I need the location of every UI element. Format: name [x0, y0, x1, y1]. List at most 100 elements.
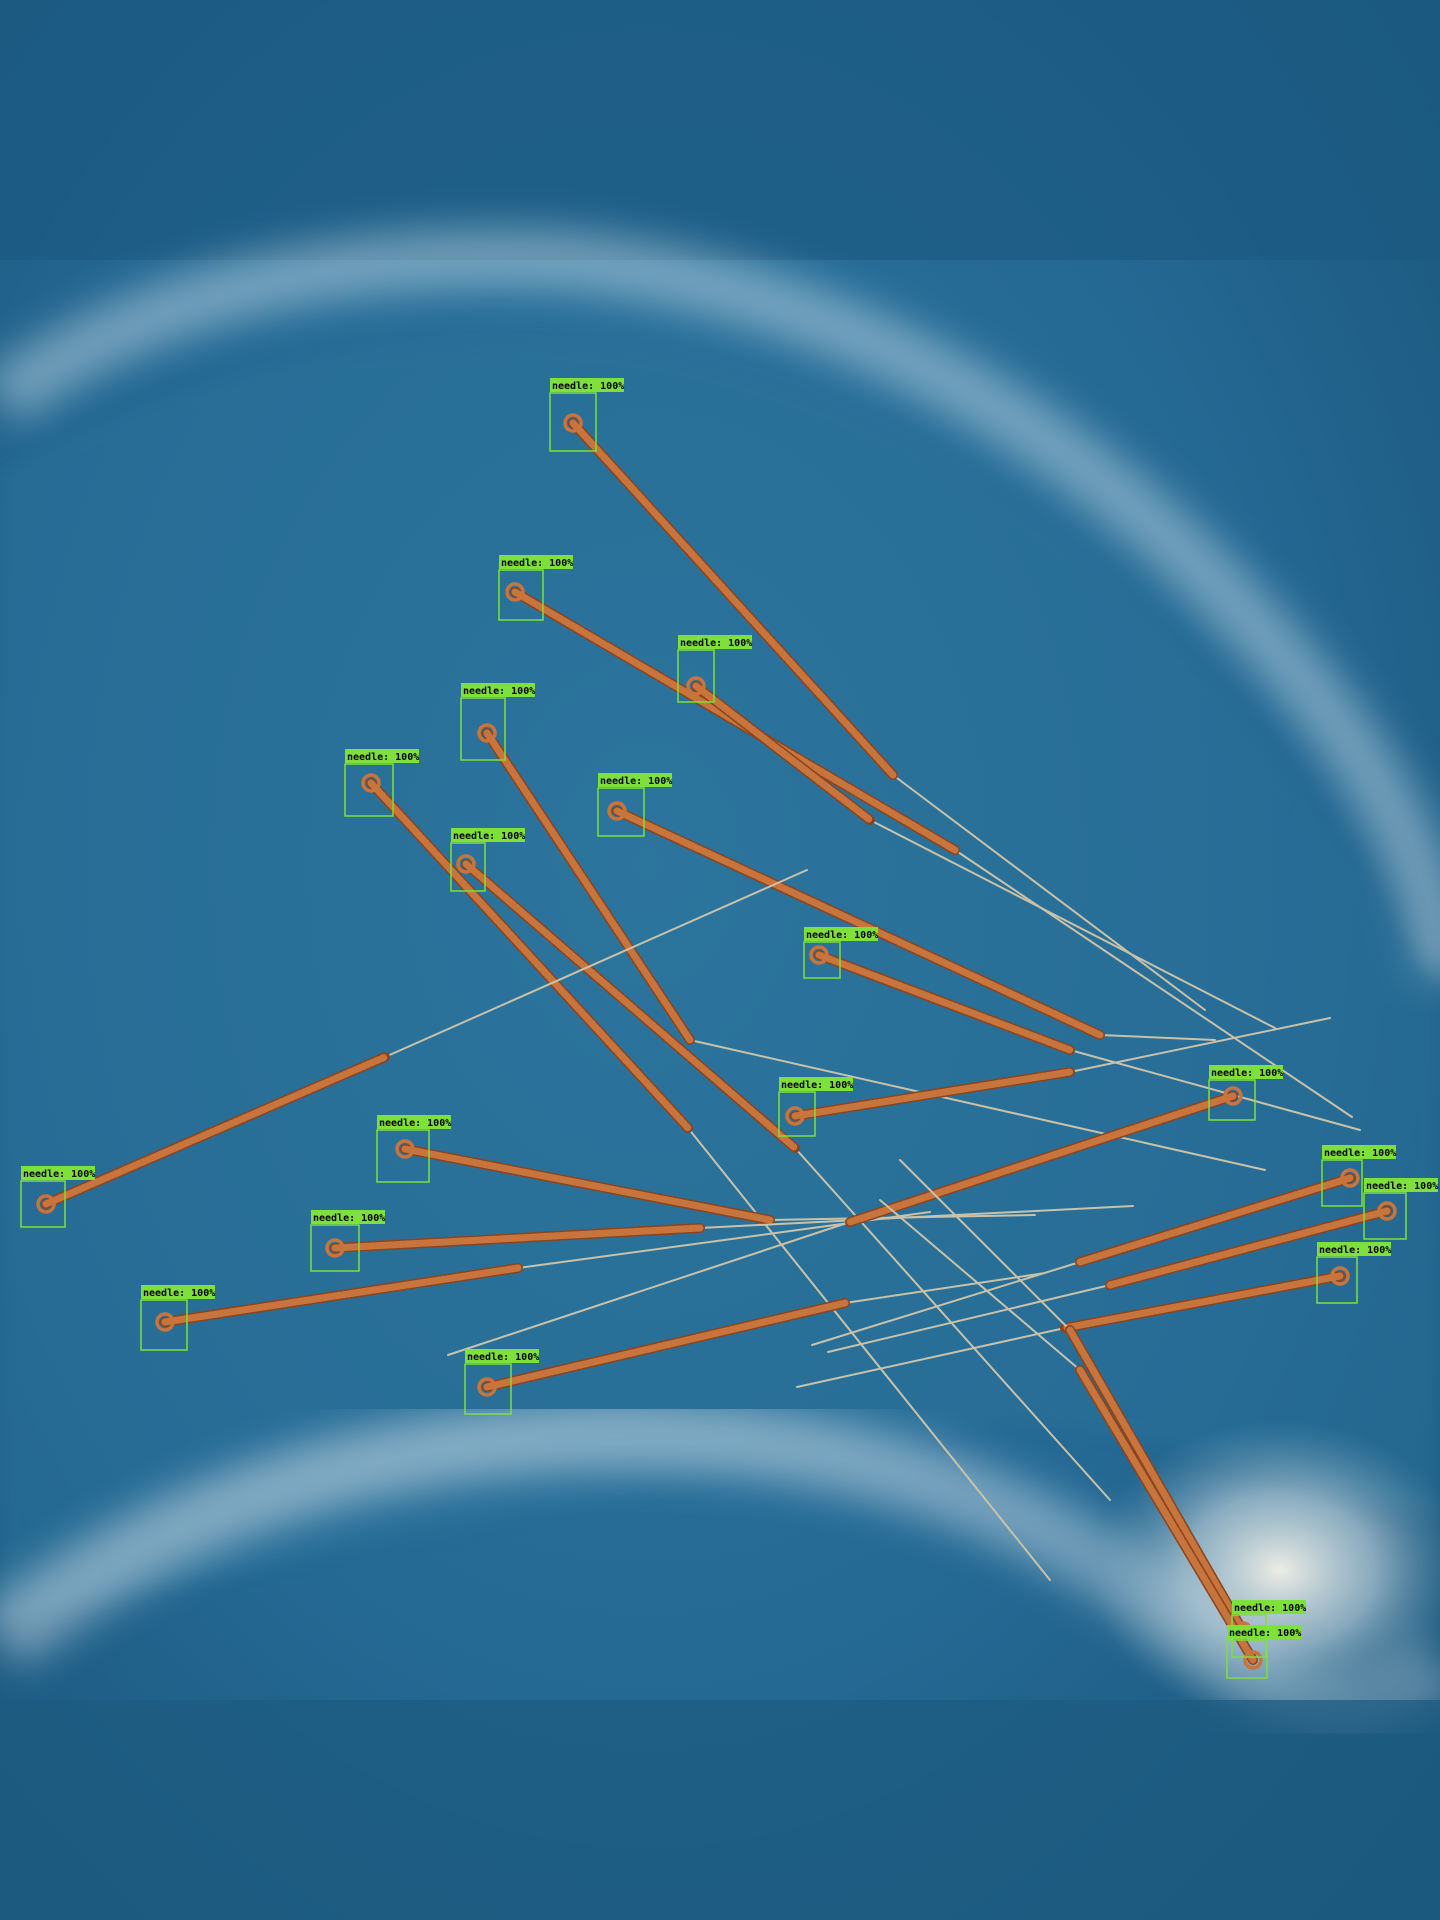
- needle-loop: [505, 582, 525, 602]
- detections-layer: needle: 100% needle: 100% needle: 100% need…: [20, 378, 1438, 1679]
- detection-label-bg: [1322, 1145, 1396, 1159]
- detection-label-bg: [1317, 1242, 1391, 1256]
- tray-rim-highlight: [0, 228, 1440, 981]
- needle: [447, 1086, 1243, 1356]
- detection: needle: 100%: [20, 1166, 95, 1228]
- needle: [325, 1205, 1134, 1258]
- light-hotspot: [1090, 1420, 1440, 1720]
- detection-box: [376, 1129, 430, 1183]
- needle-shaft: [447, 1221, 851, 1356]
- detection: needle: 100%: [1226, 1625, 1301, 1679]
- needle: [477, 1272, 1046, 1397]
- detection-box: [1316, 1256, 1358, 1304]
- needle-handle: [815, 951, 1074, 1054]
- detection-label: needle: 100%: [781, 1080, 853, 1091]
- detection: needle: 100%: [310, 1210, 385, 1272]
- needle-shaft: [879, 1199, 1081, 1371]
- needle-shaft: [699, 1205, 1134, 1229]
- needle-loop: [785, 1106, 805, 1126]
- detection-label: needle: 100%: [143, 1288, 215, 1299]
- needle-loop: [456, 854, 476, 874]
- detection-box: [597, 787, 645, 837]
- detection-label-bg: [499, 555, 573, 569]
- needle-shaft: [1099, 1034, 1216, 1041]
- detection: needle: 100%: [140, 1285, 215, 1351]
- needle-loop: [395, 1139, 415, 1159]
- detection: needle: 100%: [778, 1077, 853, 1137]
- needle: [607, 801, 1216, 1041]
- needle-loop: [36, 1194, 56, 1214]
- needle: [686, 676, 1276, 1029]
- detection-label-bg: [141, 1285, 215, 1299]
- tray-inner-shade: [0, 344, 1440, 1620]
- detection-label: needle: 100%: [463, 686, 535, 697]
- needle: [899, 1159, 1253, 1641]
- detection-label-bg: [1232, 1600, 1306, 1614]
- needle: [809, 945, 1361, 1131]
- detection: needle: 100%: [1208, 1065, 1283, 1121]
- detection-label: needle: 100%: [23, 1169, 95, 1180]
- needle-shaft: [954, 849, 1353, 1118]
- detection-label-bg: [678, 635, 752, 649]
- needle-loop: [361, 773, 381, 793]
- needle-shaft: [844, 1272, 1046, 1304]
- needle: [456, 854, 1111, 1501]
- detection: needle: 100%: [803, 927, 878, 979]
- detection-label: needle: 100%: [806, 930, 878, 941]
- detection-label: needle: 100%: [347, 752, 419, 763]
- needle-handle: [613, 807, 1104, 1039]
- needle-loop: [1377, 1201, 1397, 1221]
- needle-loop: [1223, 1086, 1243, 1106]
- detection-label-bg: [1227, 1625, 1301, 1639]
- detection-label: needle: 100%: [453, 831, 525, 842]
- detection-label: needle: 100%: [1366, 1181, 1438, 1192]
- needle-handle: [569, 419, 897, 779]
- needle: [796, 1266, 1350, 1388]
- detection-label-bg: [461, 683, 535, 697]
- needle: [477, 723, 1266, 1171]
- needle-shaft: [1069, 1049, 1361, 1131]
- needle-handle: [367, 779, 692, 1132]
- detection-box: [1208, 1079, 1256, 1121]
- needles-layer: [36, 413, 1397, 1670]
- detection-label: needle: 100%: [1229, 1628, 1301, 1639]
- detection-label-bg: [311, 1210, 385, 1224]
- needle-handle: [1106, 1207, 1391, 1289]
- needle-shaft: [796, 1327, 1066, 1388]
- detection-label-bg: [465, 1349, 539, 1363]
- detection-box: [803, 941, 841, 979]
- needle-shaft: [827, 1284, 1111, 1353]
- needle: [563, 413, 1206, 1011]
- detection-label-bg: [804, 927, 878, 941]
- detection-label: needle: 100%: [1211, 1068, 1283, 1079]
- needle-loop: [1340, 1168, 1360, 1188]
- needle-shaft: [869, 819, 1276, 1029]
- detection-label: needle: 100%: [1324, 1148, 1396, 1159]
- needle-handle: [1066, 1326, 1247, 1635]
- detection-box: [310, 1224, 360, 1272]
- detection: needle: 100%: [460, 683, 535, 761]
- detection-box: [464, 1363, 512, 1415]
- needle-handle: [161, 1264, 522, 1326]
- detection: needle: 100%: [1363, 1178, 1438, 1240]
- detection-box: [498, 569, 544, 621]
- needle-loop: [477, 1377, 497, 1397]
- detection-box: [20, 1180, 66, 1228]
- detection-label: needle: 100%: [1234, 1603, 1306, 1614]
- needle-handle: [483, 729, 694, 1044]
- needle-handle: [1076, 1366, 1257, 1664]
- detection-label: needle: 100%: [467, 1352, 539, 1363]
- needle-shaft: [687, 1127, 1051, 1581]
- detection: needle: 100%: [1321, 1145, 1396, 1207]
- needle-loop: [563, 413, 583, 433]
- detection: needle: 100%: [450, 828, 525, 892]
- needle-shaft: [689, 1039, 1266, 1171]
- needle-loop: [477, 723, 497, 743]
- detection: needle: 100%: [1316, 1242, 1391, 1304]
- detection: needle: 100%: [677, 635, 752, 703]
- detection: needle: 100%: [498, 555, 573, 621]
- needle-shaft: [892, 774, 1206, 1011]
- needle-shaft: [899, 1159, 1071, 1331]
- detection-box: [1363, 1192, 1407, 1240]
